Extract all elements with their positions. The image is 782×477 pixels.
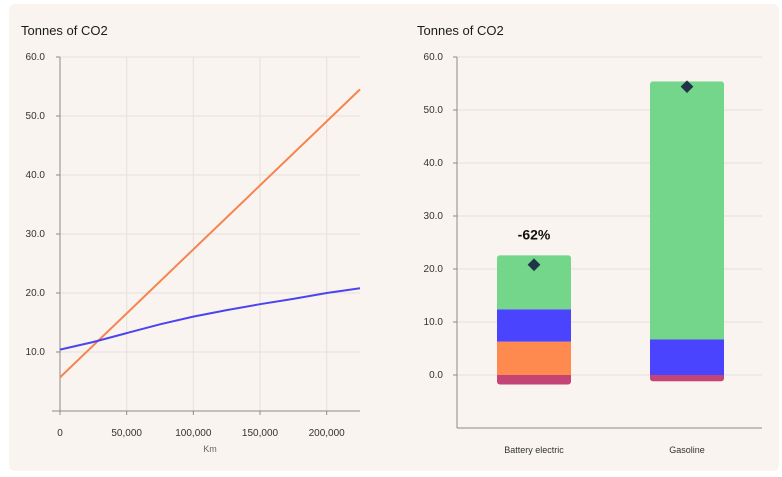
line-chart-title: Tonnes of CO2 (21, 23, 108, 38)
category-label: Gasoline (669, 445, 705, 455)
y-tick-label: 0.0 (429, 370, 443, 381)
stacked-bar (497, 255, 571, 385)
y-tick-label: 60.0 (424, 52, 444, 63)
series-line (59, 287, 361, 351)
x-tick-label: 0 (57, 428, 63, 439)
category-label: Battery electric (504, 445, 564, 455)
x-tick-label: 50,000 (111, 428, 142, 439)
series-line (59, 88, 361, 379)
y-tick-label: 60.0 (26, 52, 46, 63)
stacked-bar (650, 81, 724, 382)
bar-segment (650, 339, 724, 375)
y-tick-label: 30.0 (424, 211, 444, 222)
y-tick-label: 10.0 (424, 317, 444, 328)
bar-segment (497, 341, 571, 375)
bar-segment (497, 375, 571, 385)
x-axis-label: Km (203, 444, 217, 454)
x-tick-label: 100,000 (175, 428, 212, 439)
y-tick-label: 50.0 (424, 105, 444, 116)
y-tick-label: 10.0 (26, 347, 46, 358)
y-tick-label: 50.0 (26, 111, 46, 122)
bar-chart-title: Tonnes of CO2 (417, 23, 504, 38)
y-tick-label: 20.0 (26, 288, 46, 299)
x-tick-label: 150,000 (242, 428, 279, 439)
y-tick-label: 20.0 (424, 264, 444, 275)
reduction-annotation: -62% (518, 227, 551, 243)
y-tick-label: 40.0 (26, 170, 46, 181)
bar-segment (497, 309, 571, 342)
y-tick-label: 40.0 (424, 158, 444, 169)
y-tick-label: 30.0 (26, 229, 46, 240)
bar-segment (650, 81, 724, 340)
bar-segment (650, 375, 724, 382)
x-tick-label: 200,000 (309, 428, 346, 439)
